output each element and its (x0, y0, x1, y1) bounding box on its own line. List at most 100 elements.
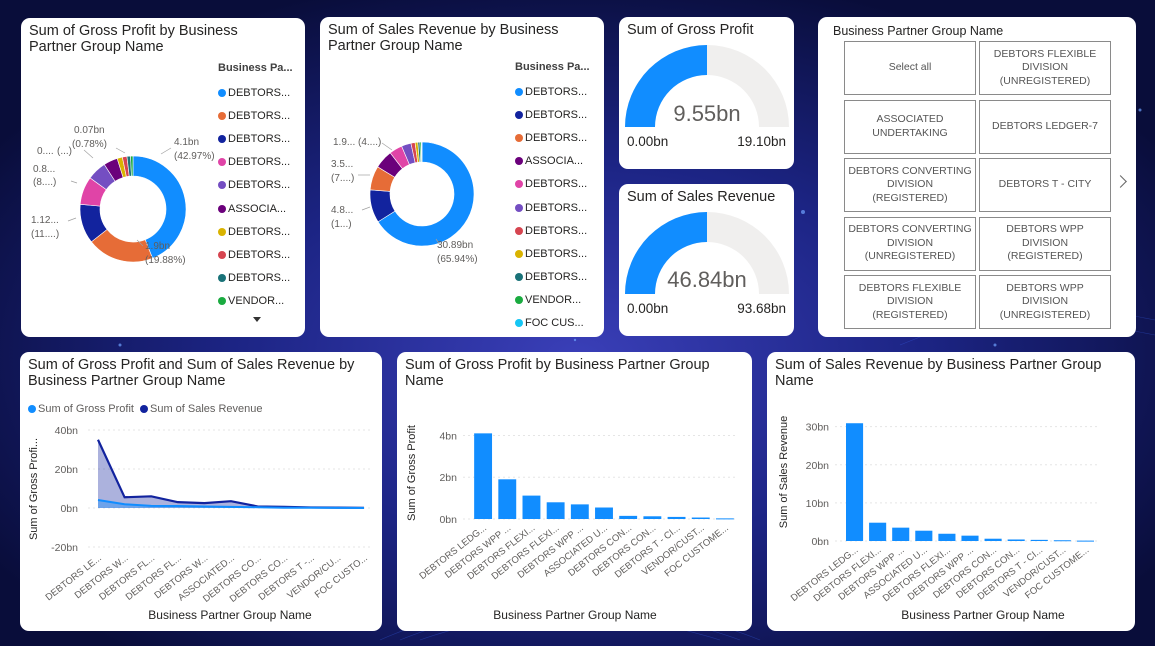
gauge-min: 0.00bn (627, 134, 668, 149)
gauge-gross-profit (625, 45, 789, 127)
donut-slice[interactable] (130, 155, 134, 177)
legend-item[interactable]: DEBTORS... (515, 80, 590, 103)
legend-dot-icon (515, 203, 523, 212)
slice-label-value: 0.... (37, 146, 54, 157)
legend-item[interactable]: DEBTORS... (515, 242, 590, 265)
donut-slice[interactable] (377, 141, 475, 247)
slice-label-pct: (1...) (331, 219, 352, 230)
y-tick-label: 20bn (806, 460, 830, 472)
line-gross-profit[interactable] (97, 499, 365, 509)
legend-item[interactable]: DEBTORS... (515, 126, 590, 149)
bar[interactable] (522, 495, 541, 519)
slicer-tile[interactable]: Select all (844, 41, 976, 95)
line-sales-revenue[interactable] (97, 439, 365, 509)
y-tick-label: 0bn (811, 536, 829, 548)
legend-dot-icon (218, 274, 226, 283)
title-line-1: Sum of Gross Profit by Business Partner … (405, 357, 710, 373)
legend-item[interactable]: DEBTORS... (515, 103, 590, 126)
bar-gross-profit-card[interactable]: Sum of Gross Profit by Business Partner … (397, 352, 752, 631)
legend-dot-icon (515, 157, 523, 166)
donut-sales-revenue-title: Sum of Sales Revenue by Business Partner… (328, 22, 559, 54)
bar[interactable] (1007, 539, 1025, 541)
slicer-tile[interactable]: DEBTORS FLEXIBLE DIVISION (UNREGISTERED) (979, 41, 1111, 95)
bar[interactable] (869, 522, 887, 541)
legend-dot-icon (218, 297, 226, 306)
legend-label: DEBTORS... (525, 108, 588, 121)
legend-dot-icon (28, 405, 36, 413)
slicer-tile[interactable]: DEBTORS T - CITY (979, 158, 1111, 212)
legend-item[interactable]: ASSOCIA... (218, 197, 293, 220)
donut-sales-revenue-card[interactable]: Sum of Sales Revenue by Business Partner… (320, 17, 604, 337)
legend-item[interactable]: DEBTORS... (218, 243, 293, 266)
legend-item[interactable]: DEBTORS... (218, 81, 293, 104)
legend-label: DEBTORS... (525, 201, 588, 214)
area-chart-card[interactable]: Sum of Gross Profit and Sum of Sales Rev… (20, 352, 382, 631)
gauge-gross-profit-card[interactable]: Sum of Gross Profit 9.55bn 0.00bn 19.10b… (619, 17, 794, 169)
legend-dot-icon (218, 227, 226, 236)
bar[interactable] (1030, 539, 1048, 541)
bar[interactable] (546, 502, 565, 519)
area-sales-revenue (98, 439, 364, 508)
donut-slice[interactable] (420, 141, 423, 163)
legend-item[interactable]: DEBTORS... (218, 151, 293, 174)
slice-label-value: 1.9... (333, 137, 355, 148)
legend-item[interactable]: VENDOR... (218, 290, 293, 313)
bar[interactable] (915, 530, 933, 541)
legend-item[interactable]: DEBTORS... (218, 220, 293, 243)
bar[interactable] (715, 518, 734, 520)
slice-label-pct: (4....) (358, 137, 381, 148)
bar[interactable] (619, 515, 638, 519)
legend-item[interactable]: FOC CUS... (515, 312, 590, 335)
legend-item[interactable]: DEBTORS... (515, 173, 590, 196)
bar[interactable] (961, 535, 979, 541)
legend-item[interactable]: DEBTORS... (218, 127, 293, 150)
slicer-tile[interactable]: DEBTORS WPP DIVISION (UNREGISTERED) (979, 275, 1111, 329)
slicer-tile[interactable]: DEBTORS CONVERTING DIVISION (UNREGISTERE… (844, 216, 976, 271)
chevron-right-icon[interactable] (1114, 175, 1127, 188)
donut-gross-profit-card[interactable]: Sum of Gross Profit by Business Partner … (21, 18, 305, 337)
bar[interactable] (498, 479, 517, 519)
title-line-2: Partner Group Name (29, 39, 164, 55)
bar[interactable] (892, 527, 910, 541)
legend-item[interactable]: DEBTORS... (218, 174, 293, 197)
legend-item[interactable]: ASSOCIA... (515, 150, 590, 173)
bar[interactable] (938, 533, 956, 541)
legend-scroll-down-icon[interactable] (253, 317, 261, 322)
bar-gross-profit-title: Sum of Gross Profit by Business Partner … (405, 357, 710, 389)
legend-item[interactable]: Sum of Gross Profit (28, 403, 134, 415)
y-tick-label: 10bn (806, 498, 830, 510)
legend-item[interactable]: DEBTORS... (515, 196, 590, 219)
donut-slice[interactable] (132, 155, 187, 259)
bar[interactable] (595, 507, 613, 519)
bar[interactable] (474, 433, 493, 519)
bar[interactable] (1053, 540, 1071, 542)
bar-sales-revenue-card[interactable]: Sum of Sales Revenue by Business Partner… (767, 352, 1135, 631)
legend-item[interactable]: DEBTORS... (515, 219, 590, 242)
legend-dot-icon (218, 134, 226, 143)
bar[interactable] (846, 423, 864, 541)
slicer-tile[interactable]: DEBTORS LEDGER-7 (979, 99, 1111, 154)
legend-item[interactable]: VENDOR... (515, 289, 590, 312)
legend-item[interactable]: DEBTORS... (218, 267, 293, 290)
legend-item[interactable]: DEBTORS... (515, 266, 590, 289)
bar[interactable] (984, 538, 1002, 541)
partner-group-slicer-card[interactable]: Business Partner Group Name Select all DE… (818, 17, 1136, 337)
slicer-tile[interactable]: DEBTORS FLEXIBLE DIVISION (REGISTERED) (844, 275, 976, 329)
slicer-tile[interactable]: ASSOCIATED UNDERTAKING (844, 99, 976, 154)
title-line-1: Sum of Sales Revenue by Business Partner… (775, 357, 1102, 373)
legend-dot-icon (515, 133, 523, 142)
bar[interactable] (1076, 540, 1094, 542)
slicer-tile[interactable]: DEBTORS CONVERTING DIVISION (REGISTERED) (844, 158, 976, 212)
gauge-sales-revenue-card[interactable]: Sum of Sales Revenue 46.84bn 0.00bn 93.6… (619, 184, 794, 336)
bar[interactable] (691, 517, 710, 519)
slicer-tile[interactable]: DEBTORS WPP DIVISION (REGISTERED) (979, 216, 1111, 271)
legend-dot-icon (515, 110, 523, 119)
legend-item[interactable]: Sum of Sales Revenue (139, 403, 263, 415)
bar[interactable] (570, 504, 589, 519)
bar[interactable] (667, 516, 686, 519)
legend-item[interactable]: DEBTORS... (218, 104, 293, 127)
legend-dot-icon (218, 250, 226, 259)
title-line-1: Sum of Sales Revenue by Business (328, 22, 559, 38)
title-line-2: Business Partner Group Name (28, 373, 226, 389)
bar[interactable] (643, 516, 662, 519)
